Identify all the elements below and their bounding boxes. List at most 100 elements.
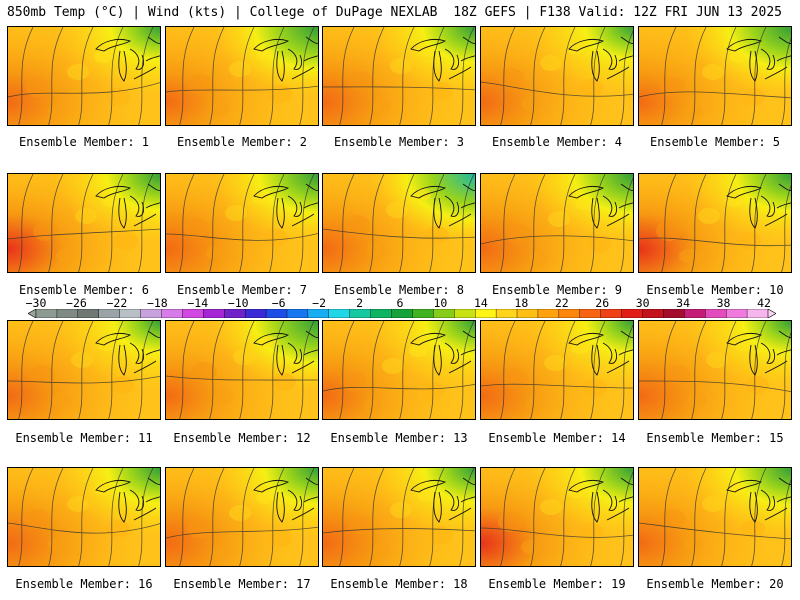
temperature-map <box>166 321 318 419</box>
colorbar-swatch <box>558 309 581 318</box>
colorbar-swatch <box>705 309 727 318</box>
ensemble-member-label: Ensemble Member: 1 <box>18 135 150 149</box>
ensemble-member-label: Ensemble Member: 9 <box>491 283 623 297</box>
colorbar-swatch <box>495 309 518 318</box>
temperature-map <box>323 468 475 566</box>
ensemble-member-label: Ensemble Member: 6 <box>18 283 150 297</box>
temperature-map <box>8 27 160 125</box>
colorbar-tick-label: 10 <box>433 296 448 310</box>
temperature-map <box>323 174 475 272</box>
colorbar-tick-label: 14 <box>473 296 488 310</box>
colorbar-swatch <box>35 309 58 318</box>
colorbar-swatch <box>182 309 204 318</box>
ensemble-map-panel <box>322 467 476 567</box>
colorbar-tick-label: −14 <box>187 296 209 310</box>
ensemble-map-panel <box>165 173 319 273</box>
colorbar-swatch <box>328 309 351 318</box>
ensemble-map-panel <box>165 320 319 420</box>
ensemble-member-label: Ensemble Member: 4 <box>491 135 623 149</box>
ensemble-member-label: Ensemble Member: 11 <box>15 431 153 445</box>
colorbar-tick-label: 42 <box>757 296 771 310</box>
ensemble-member-label: Ensemble Member: 12 <box>173 431 311 445</box>
temperature-map <box>481 468 633 566</box>
colorbar-swatch <box>224 309 246 318</box>
colorbar-tick-label: 18 <box>514 296 529 310</box>
map-title: 850mb Temp (°C) | Wind (kts) | College o… <box>7 5 438 20</box>
temperature-map <box>323 27 475 125</box>
colorbar-swatch <box>161 309 183 318</box>
colorbar-swatch <box>663 309 685 318</box>
colorbar-swatch <box>454 309 476 318</box>
ensemble-map-panel <box>480 173 634 273</box>
ensemble-member-label: Ensemble Member: 20 <box>646 577 784 591</box>
temperature-map <box>639 321 791 419</box>
ensemble-member-label: Ensemble Member: 2 <box>176 135 308 149</box>
colorbar-swatch <box>370 309 393 318</box>
ensemble-member-label: Ensemble Member: 14 <box>488 431 626 445</box>
colorbar-swatch <box>56 309 79 318</box>
colorbar-swatch <box>391 309 413 318</box>
ensemble-member-label: Ensemble Member: 10 <box>646 283 784 297</box>
colorbar-swatch <box>516 309 539 318</box>
colorbar-swatch <box>537 309 560 318</box>
ensemble-map-panel <box>638 173 792 273</box>
colorbar-swatch <box>433 309 455 318</box>
ensemble-map-panel <box>638 467 792 567</box>
temperature-map <box>166 174 318 272</box>
colorbar-tick-label: −30 <box>25 296 47 310</box>
ensemble-map-panel <box>165 467 319 567</box>
colorbar-swatch <box>621 309 644 318</box>
temperature-map <box>481 174 633 272</box>
colorbar-swatch <box>725 309 748 318</box>
ensemble-member-label: Ensemble Member: 5 <box>649 135 781 149</box>
ensemble-map-panel <box>165 26 319 126</box>
ensemble-member-label: Ensemble Member: 3 <box>333 135 465 149</box>
colorbar-swatch <box>475 309 497 318</box>
colorbar-tick-label: −10 <box>227 296 249 310</box>
ensemble-map-panel <box>7 320 161 420</box>
colorbar-tick-label: 6 <box>396 296 404 310</box>
ensemble-member-label: Ensemble Member: 19 <box>488 577 626 591</box>
temperature-map <box>639 174 791 272</box>
colorbar-tick-label: −2 <box>312 296 327 310</box>
colorbar-swatch <box>203 309 225 318</box>
colorbar-tick-label: 22 <box>554 296 569 310</box>
colorbar-tick-label: 30 <box>635 296 650 310</box>
colorbar-swatch <box>642 309 664 318</box>
colorbar-tick-label: 26 <box>595 296 610 310</box>
colorbar-swatch <box>412 309 434 318</box>
ensemble-map-panel <box>638 320 792 420</box>
colorbar-swatch <box>600 309 623 318</box>
ensemble-map-panel <box>322 173 476 273</box>
temperature-map <box>481 27 633 125</box>
colorbar-swatch <box>746 309 769 318</box>
ensemble-map-panel <box>7 26 161 126</box>
colorbar-tick-label: −26 <box>66 296 87 310</box>
ensemble-map-panel <box>480 320 634 420</box>
temperature-map <box>8 174 160 272</box>
ensemble-map-panel <box>322 320 476 420</box>
temperature-map <box>8 321 160 419</box>
ensemble-member-label: Ensemble Member: 16 <box>15 577 153 591</box>
ensemble-member-label: Ensemble Member: 13 <box>330 431 468 445</box>
ensemble-member-label: Ensemble Member: 15 <box>646 431 784 445</box>
ensemble-map-panel <box>7 467 161 567</box>
colorbar-swatch <box>265 309 288 318</box>
colorbar-swatch <box>286 309 309 318</box>
temperature-map <box>481 321 633 419</box>
colorbar-swatch <box>98 309 121 318</box>
ensemble-member-label: Ensemble Member: 18 <box>330 577 468 591</box>
temperature-map <box>639 468 791 566</box>
colorbar-swatch <box>119 309 142 318</box>
ensemble-member-label: Ensemble Member: 8 <box>333 283 465 297</box>
ensemble-map-panel <box>480 467 634 567</box>
temperature-map <box>166 468 318 566</box>
temperature-map <box>8 468 160 566</box>
colorbar-swatch <box>349 309 372 318</box>
model-valid-time: 18Z GEFS | F138 Valid: 12Z FRI JUN 13 20… <box>453 5 782 20</box>
colorbar-tick-label: 38 <box>716 296 731 310</box>
ensemble-member-label: Ensemble Member: 17 <box>173 577 311 591</box>
temperature-map <box>166 27 318 125</box>
colorbar-tick-label: 2 <box>356 296 364 310</box>
colorbar-swatch <box>77 309 100 318</box>
